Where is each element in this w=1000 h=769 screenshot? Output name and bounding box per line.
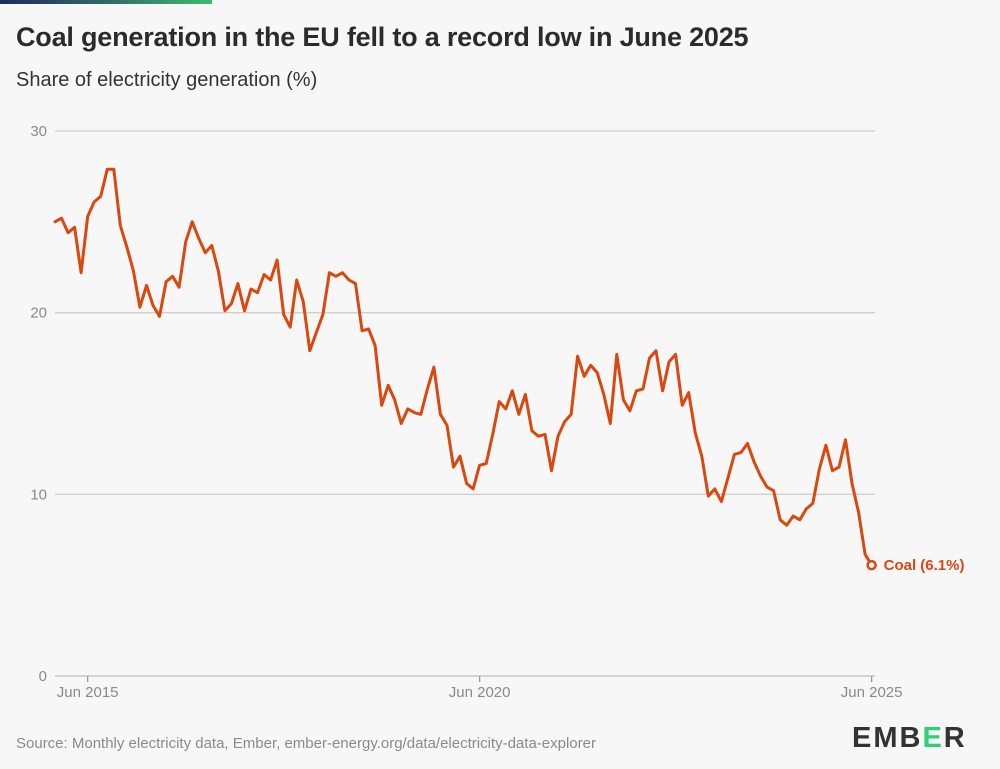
source-note: Source: Monthly electricity data, Ember,…	[16, 735, 596, 752]
x-tick-label: Jun 2025	[841, 684, 903, 701]
x-tick-label: Jun 2020	[449, 684, 511, 701]
chart-title: Coal generation in the EU fell to a reco…	[16, 22, 749, 52]
y-tick-label: 0	[39, 668, 47, 685]
ember-logo: EMBER	[852, 722, 967, 754]
coal-end-label: Coal (6.1%)	[884, 557, 965, 574]
chart-subtitle: Share of electricity generation (%)	[16, 69, 318, 91]
coal-series-line	[53, 167, 874, 567]
brand-accent-bar	[0, 0, 212, 4]
y-tick-label: 20	[30, 305, 47, 322]
y-tick-label: 30	[30, 123, 47, 140]
coal-end-marker	[866, 559, 877, 571]
x-tick-label: Jun 2015	[57, 684, 119, 701]
y-tick-label: 10	[30, 486, 47, 503]
